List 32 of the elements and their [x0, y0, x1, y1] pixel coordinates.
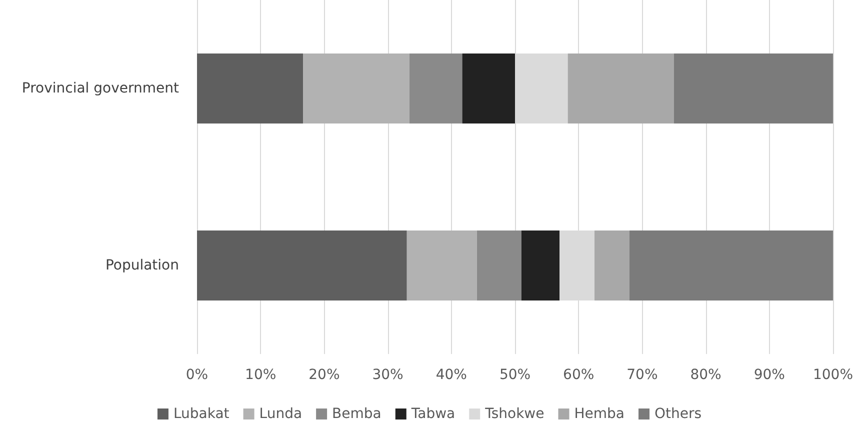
legend-label: Lubakat — [173, 406, 230, 422]
bar — [629, 230, 833, 300]
legend-label: Lunda — [259, 406, 302, 422]
legend-label: Tabwa — [410, 406, 456, 422]
bar — [409, 54, 462, 124]
y-tick-label: Provincial government — [22, 80, 180, 96]
bar — [406, 230, 477, 300]
bar — [674, 54, 833, 124]
x-tick-label: 40% — [436, 367, 467, 383]
legend-label: Bemba — [332, 406, 382, 422]
x-tick-label: 30% — [372, 367, 404, 383]
x-tick-label: 0% — [186, 367, 208, 383]
legend-label: Hemba — [574, 406, 624, 422]
x-tick-label: 20% — [308, 367, 340, 383]
bar — [568, 54, 674, 124]
legend-label: Others — [654, 406, 702, 422]
x-tick-label: 100% — [812, 367, 854, 383]
x-tick-label: 80% — [690, 367, 722, 383]
bar — [462, 54, 515, 124]
bar — [476, 230, 522, 300]
bar — [521, 230, 560, 300]
x-tick-label: 10% — [245, 367, 276, 383]
x-tick-label: 50% — [499, 367, 531, 383]
bar — [197, 230, 407, 300]
legend-label: Tshokwe — [484, 406, 544, 422]
y-tick-label: Population — [105, 258, 179, 274]
bar — [303, 54, 410, 124]
x-tick-label: 70% — [626, 367, 658, 383]
x-tick-label: 60% — [563, 367, 594, 383]
x-tick-label: 90% — [754, 367, 785, 383]
bar — [594, 230, 630, 300]
bar — [197, 54, 304, 124]
